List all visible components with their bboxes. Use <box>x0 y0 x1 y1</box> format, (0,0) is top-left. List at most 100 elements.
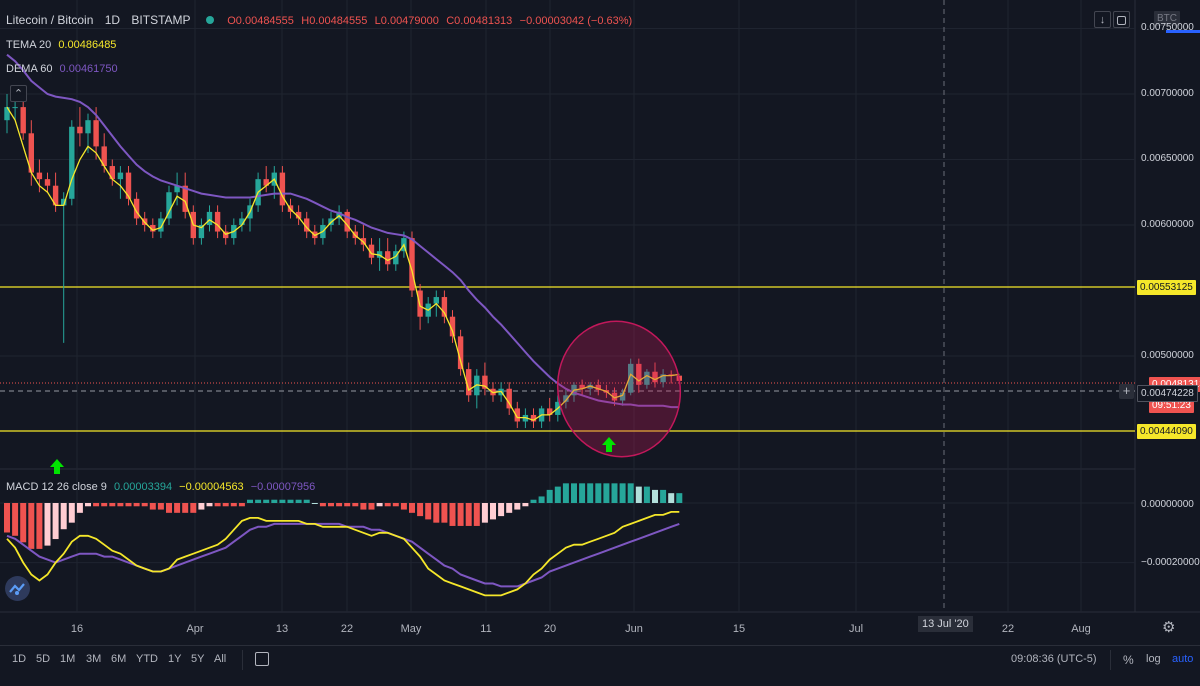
candle-body <box>619 392 626 401</box>
calendar-range-icon[interactable] <box>255 652 269 666</box>
candle-body <box>611 392 618 401</box>
macd-histogram-bar <box>660 489 667 503</box>
candle-body <box>174 185 180 193</box>
candle-body <box>660 374 666 383</box>
macd-signal-line <box>6 522 680 588</box>
macd-histogram-bar <box>668 493 675 503</box>
candle-body <box>441 297 448 317</box>
candle-body <box>514 408 520 422</box>
macd-histogram-bar <box>287 499 294 503</box>
chart-background <box>0 0 1200 645</box>
candle-body <box>109 166 115 180</box>
hist-value: −0.00007956 <box>250 481 316 493</box>
dema-value: 0.00461750 <box>59 63 118 75</box>
symbol-name: Litecoin / Bitcoin <box>6 13 94 27</box>
gear-icon[interactable]: ⚙ <box>1162 619 1176 636</box>
candle-body <box>150 225 156 232</box>
timeframe-ytd[interactable]: YTD <box>136 653 158 665</box>
macd-histogram-bar <box>652 489 658 503</box>
chart-grid <box>0 0 1200 645</box>
macd-histogram-bar <box>603 483 610 503</box>
timeframe-all[interactable]: All <box>214 653 227 665</box>
macd-histogram-bar <box>222 503 229 507</box>
fullscreen-button[interactable] <box>1113 11 1130 28</box>
candle-body <box>393 251 399 265</box>
log-toggle[interactable]: log <box>1146 653 1161 665</box>
macd-histogram-bar <box>198 503 205 510</box>
candle-body <box>158 218 164 232</box>
macd-histogram-bar <box>498 503 505 517</box>
macd-histogram-bar <box>611 483 618 503</box>
macd-histogram-bar <box>149 503 156 510</box>
tema-name: TEMA 20 <box>6 39 52 51</box>
collapse-legend-button[interactable]: ⌃ <box>10 85 27 102</box>
scroll-to-realtime-button[interactable]: ↓ <box>1094 11 1111 28</box>
horizontal-lines <box>0 286 1135 432</box>
price-chart[interactable] <box>0 0 1200 645</box>
macd-histogram-bar <box>174 503 181 513</box>
dema-legend[interactable]: DEMA 60 0.00461750 <box>6 63 122 75</box>
auto-toggle[interactable]: auto <box>1172 653 1194 665</box>
candle-body <box>182 185 188 212</box>
timeframe-1y[interactable]: 1Y <box>168 653 182 665</box>
timeframe-5y[interactable]: 5Y <box>191 653 205 665</box>
macd-histogram-bar <box>490 503 496 520</box>
macd-histogram-bar <box>392 503 399 507</box>
macd-histogram-bar <box>109 503 116 507</box>
tema-value: 0.00486485 <box>58 39 117 51</box>
macd-histogram-bar <box>328 503 334 507</box>
add-alert-icon[interactable]: + <box>1119 384 1134 399</box>
macd-histogram-bar <box>571 483 577 503</box>
candle-body <box>644 371 650 385</box>
candle-body <box>20 107 26 134</box>
macd-histogram-bar <box>12 503 19 536</box>
macd-histogram-bar <box>457 503 464 526</box>
timeframe-1m[interactable]: 1M <box>60 653 76 665</box>
candle-body <box>636 363 642 385</box>
macd-histogram-bar <box>433 503 440 523</box>
candle-body <box>52 185 59 206</box>
price-label-0750: 0.00750000 <box>1141 22 1194 33</box>
macd-histogram-bar <box>336 503 343 507</box>
macd-histogram-bar <box>101 503 108 507</box>
timeframe-3m[interactable]: 3M <box>86 653 102 665</box>
macd-histogram-bar <box>635 486 642 503</box>
candle-body <box>36 172 43 180</box>
candle-body <box>433 297 439 304</box>
candle-body <box>85 120 91 134</box>
macd-legend[interactable]: MACD 12 26 close 9 0.00003394 −0.0000456… <box>6 481 319 493</box>
macd-histogram-bar <box>263 499 270 503</box>
time-label-15: 15 <box>732 623 746 635</box>
macd-histogram-bar <box>376 503 383 507</box>
macd-histogram-bar <box>676 493 683 503</box>
price-label-0500: 0.00500000 <box>1141 350 1194 361</box>
time-label-jun: Jun <box>625 623 643 635</box>
macd-histogram-bar <box>52 503 59 540</box>
price-label-0700: 0.00700000 <box>1141 88 1194 99</box>
candle-body <box>628 363 634 393</box>
candle-body <box>344 211 350 232</box>
timeframe-1d[interactable]: 1D <box>12 653 27 665</box>
candle-body <box>206 211 213 225</box>
symbol-legend[interactable]: Litecoin / Bitcoin 1D BITSTAMP O0.004845… <box>6 13 636 27</box>
macd-histogram-bar <box>449 503 456 526</box>
timeframe-6m[interactable]: 6M <box>111 653 127 665</box>
macd-histogram-bar <box>68 503 75 523</box>
percent-toggle[interactable]: % <box>1123 653 1134 667</box>
macd-histogram-bar <box>303 499 310 503</box>
clock-label[interactable]: 09:08:36 (UTC-5) <box>1011 653 1097 665</box>
macd-histogram-bar <box>206 503 213 507</box>
timeframe-5d[interactable]: 5D <box>36 653 51 665</box>
blue-corner-marker <box>1166 30 1200 33</box>
macd-histogram-bar <box>157 503 164 510</box>
tema-legend[interactable]: TEMA 20 0.00486485 <box>6 39 120 51</box>
hline-low-tag[interactable]: 0.00444090 <box>1137 424 1196 439</box>
macd-histogram-bar <box>579 483 586 503</box>
candle-body <box>133 198 140 219</box>
hline-high-tag[interactable]: 0.00553125 <box>1137 280 1196 295</box>
candle-body <box>263 179 269 186</box>
time-label-13: 13 <box>275 623 289 635</box>
macd-label-neg: −0.00020000 <box>1141 557 1200 568</box>
green-arrow-icon <box>50 459 64 474</box>
macd-histogram-bar <box>36 503 43 549</box>
